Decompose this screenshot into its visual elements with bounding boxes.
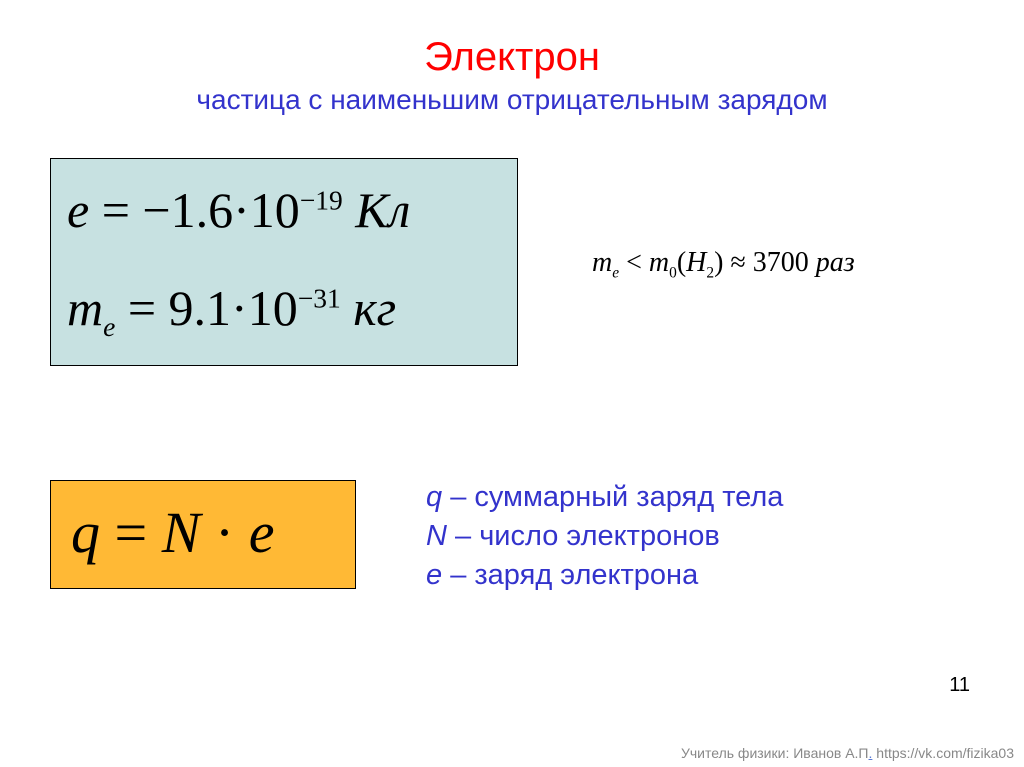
H: H — [686, 247, 706, 278]
legend-q: q – суммарный заряд тела — [426, 478, 783, 517]
legend: q – суммарный заряд тела N – число элект… — [426, 478, 783, 595]
title-block: Электрон частица с наименьшим отрицатель… — [0, 35, 1024, 117]
eq: = — [128, 280, 156, 336]
sub-e: e — [612, 265, 619, 282]
lt: < — [626, 247, 642, 278]
mult: · — [231, 280, 248, 336]
sym-N: N — [426, 520, 447, 552]
base: 10 — [248, 280, 298, 336]
slide: Электрон частица с наименьшим отрицатель… — [0, 0, 1024, 767]
coef: 9.1 — [169, 280, 232, 336]
exp: −31 — [298, 282, 341, 313]
mult: · — [215, 500, 234, 565]
unit-kl: Кл — [355, 182, 410, 238]
sub-e: e — [103, 311, 115, 342]
electron-mass-formula: me = 9.1·10−31 кг — [67, 279, 396, 343]
val: 3700 — [753, 247, 809, 278]
legend-e: e – заряд электрона — [426, 556, 783, 595]
m0: m — [649, 247, 669, 278]
close: ) — [714, 247, 723, 278]
base: 10 — [250, 182, 300, 238]
unit-kg: кг — [353, 280, 396, 336]
charge-formula-box: q = N · e — [50, 480, 356, 589]
electron-charge-formula: e = −1.6·10−19 Кл — [67, 181, 410, 239]
mult: · — [233, 182, 250, 238]
txt-q: – суммарный заряд тела — [442, 481, 783, 513]
footer: Учитель физики: Иванов А.П. https://vk.c… — [681, 745, 1014, 761]
sym-m: m — [67, 280, 103, 336]
total-charge-formula: q = N · e — [71, 499, 274, 566]
exp: −19 — [300, 184, 343, 215]
title-main: Электрон — [0, 35, 1024, 79]
txt-e: – заряд электрона — [442, 559, 698, 591]
sym-N: N — [162, 500, 201, 565]
sym-e: e — [426, 559, 442, 591]
minus: − — [142, 182, 170, 238]
m: m — [592, 247, 612, 278]
approx: ≈ — [730, 247, 745, 278]
constants-box: e = −1.6·10−19 Кл me = 9.1·10−31 кг — [50, 158, 518, 366]
sym-e: e — [249, 500, 275, 565]
footer-text2: https://vk.com/fizika03 — [872, 745, 1014, 761]
eq: = — [115, 500, 148, 565]
legend-n: N – число электронов — [426, 517, 783, 556]
title-sub: частица с наименьшим отрицательным заряд… — [0, 83, 1024, 117]
open: ( — [677, 247, 686, 278]
eq: = — [102, 182, 130, 238]
coef: 1.6 — [171, 182, 234, 238]
footer-text1: Учитель физики: Иванов А.П — [681, 745, 869, 761]
sub-2: 2 — [706, 265, 714, 282]
txt-n: – число электронов — [447, 520, 720, 552]
sym-q: q — [426, 481, 442, 513]
page-number: 11 — [949, 674, 970, 697]
sym-q: q — [71, 500, 100, 565]
mass-comparison: me < m0(H2) ≈ 3700 раз — [592, 247, 855, 283]
sub-0: 0 — [669, 265, 677, 282]
unit-raz: раз — [816, 247, 855, 278]
sym-e: e — [67, 182, 89, 238]
